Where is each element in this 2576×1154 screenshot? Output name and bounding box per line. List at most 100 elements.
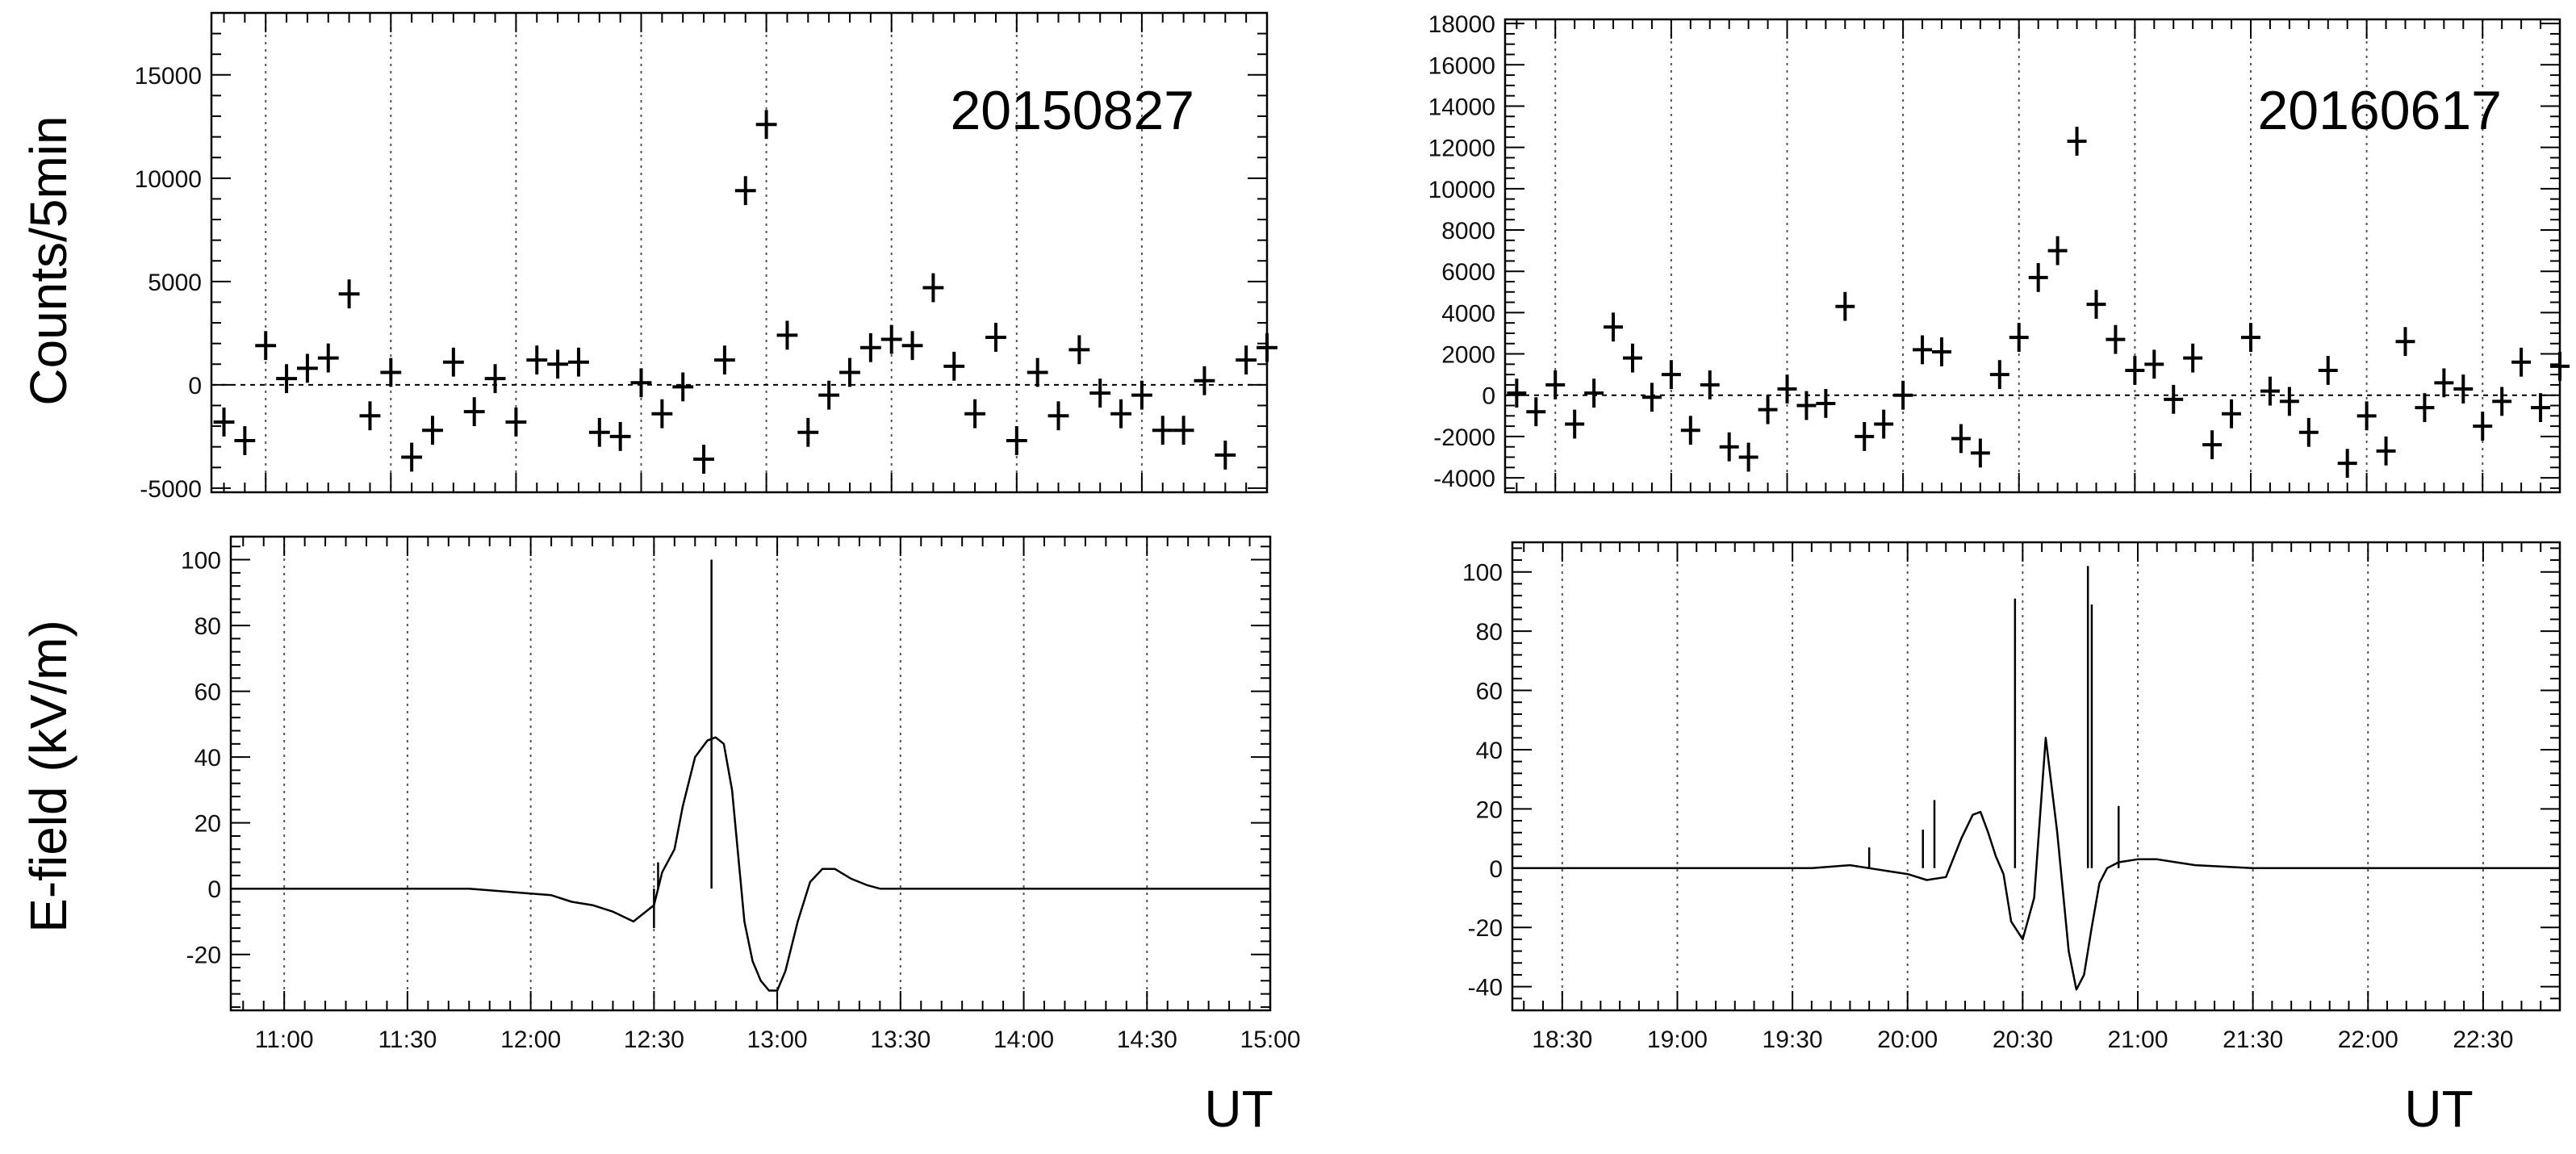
data-point (2318, 356, 2338, 385)
y-tick-label: 4000 (1441, 300, 1495, 327)
data-point (484, 364, 506, 394)
data-point (2222, 399, 2242, 429)
y-tick-label: 20 (1476, 797, 1503, 823)
data-point (1507, 378, 1527, 408)
data-point (2106, 324, 2126, 354)
data-point (1835, 291, 1855, 321)
panel-right_bottom: -40 -20 0 20 40 60 80 100 18:30 19:00 19:30 20:00 20… (1462, 541, 2561, 1053)
data-point (2376, 436, 2396, 466)
data-point (630, 368, 652, 398)
y-tick-label: 10000 (135, 166, 202, 193)
data-point (609, 421, 631, 451)
y-tick-label: 80 (194, 613, 221, 640)
panel-left_bottom: -20 0 20 40 60 80 100 11:00 11:30 12:00 12:30 13:00… (181, 535, 1301, 1053)
panel-left_top: -5000 0 5000 10000 15000 20150827 (135, 11, 1278, 503)
data-point (1738, 442, 1758, 472)
data-point (2164, 384, 2184, 414)
data-point (1855, 421, 1875, 451)
data-point (1048, 401, 1069, 431)
data-point (1970, 438, 1990, 468)
x-tick-label: 20:00 (1877, 1026, 1938, 1053)
data-point (547, 349, 569, 379)
data-point (1623, 343, 1642, 373)
x-tick-label: 12:00 (500, 1026, 561, 1053)
data-point (2550, 351, 2570, 381)
x-tick-label: 11:00 (255, 1026, 314, 1053)
y-tick-label: 40 (1476, 738, 1503, 764)
x-tick-label: 11:30 (378, 1026, 437, 1053)
y-tick-label: 20 (194, 811, 221, 838)
data-point (2492, 387, 2512, 416)
data-point (734, 176, 756, 206)
data-point (1893, 380, 1913, 410)
data-point (672, 372, 694, 402)
panel-title: 20150827 (950, 80, 1194, 141)
data-point (463, 397, 485, 427)
data-point (1068, 335, 1090, 365)
data-point (2531, 393, 2551, 422)
plot-frame (210, 11, 1269, 494)
data-point (1777, 374, 1797, 403)
ylabel-bottom: E-field (kV/m) (19, 620, 77, 933)
unit-label-left: UT (1204, 1080, 1273, 1138)
x-tick-label: 19:00 (1647, 1026, 1708, 1053)
data-point (213, 408, 235, 437)
x-tick-label: 13:00 (747, 1026, 808, 1053)
plot-frame (1503, 18, 2561, 494)
data-point (651, 399, 673, 429)
x-tick-label: 13:30 (870, 1026, 930, 1053)
x-tick-label: 21:00 (2107, 1026, 2168, 1053)
panels: -500005000100001500020150827-20020406080… (135, 11, 2570, 1053)
data-point (359, 401, 381, 431)
data-point (1719, 432, 1739, 462)
y-tick-label: 16000 (1428, 52, 1495, 79)
data-point (568, 347, 589, 377)
y-tick-label: 0 (188, 373, 202, 399)
data-point (1565, 409, 1585, 439)
data-point (2298, 417, 2319, 447)
y-tick-label: -20 (186, 943, 221, 969)
efield-line (1512, 737, 2560, 991)
data-point (1604, 312, 1624, 342)
x-tick-label: 18:30 (1532, 1026, 1592, 1053)
data-point (2279, 387, 2299, 416)
ylabel-top: Counts/5min (19, 115, 77, 405)
y-tick-label: 8000 (1441, 218, 1495, 245)
x-tick-label: 21:30 (2223, 1026, 2283, 1053)
data-point (338, 279, 360, 309)
data-point (2067, 127, 2087, 156)
data-point (922, 273, 944, 303)
data-point (2125, 356, 2145, 385)
y-tick-label: 5000 (148, 270, 202, 296)
data-point (2260, 376, 2280, 406)
data-point (1661, 360, 1681, 390)
data-point (2415, 393, 2435, 422)
data-point (1989, 360, 2009, 390)
data-point (1110, 399, 1131, 429)
y-tick-label: -40 (1468, 975, 1503, 1001)
data-point (1194, 366, 1215, 395)
data-point (2395, 327, 2415, 357)
data-point (1796, 391, 1817, 420)
data-point (2337, 449, 2357, 479)
y-tick-label: -2000 (1433, 424, 1495, 451)
data-point (1089, 378, 1111, 408)
y-tick-label: 40 (194, 745, 221, 771)
y-tick-label: 6000 (1441, 259, 1495, 286)
data-point (797, 417, 819, 447)
data-point (380, 357, 402, 387)
data-point (1932, 337, 1951, 366)
data-point (693, 445, 714, 474)
data-point (880, 324, 902, 354)
data-point (901, 331, 923, 361)
data-point (713, 345, 735, 375)
data-point (1006, 426, 1027, 455)
data-point (1545, 370, 1566, 399)
y-tick-label: -20 (1468, 915, 1503, 942)
data-point (1027, 357, 1048, 387)
data-point (296, 353, 318, 383)
data-point (1257, 332, 1278, 362)
data-point (1680, 416, 1700, 445)
data-point (1526, 397, 1546, 427)
data-point (1173, 416, 1194, 445)
